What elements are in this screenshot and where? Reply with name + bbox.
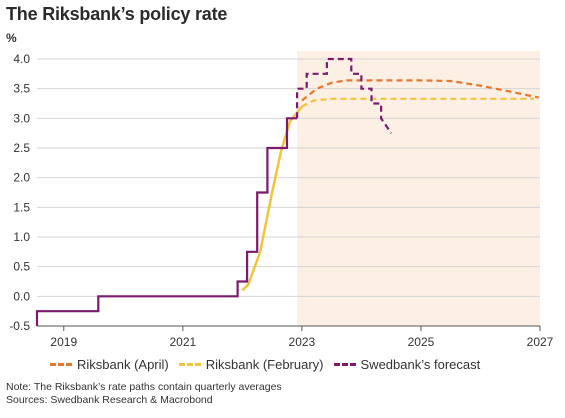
series-february-dashed [301, 97, 534, 108]
y-tick-label: 4.0 [13, 52, 30, 66]
x-tick-label: 2023 [289, 335, 316, 349]
y-tick-label: 2.0 [13, 171, 30, 185]
legend-item-february: Riksbank (February) [178, 357, 324, 372]
note-text: Note: The Riksbank’s rate paths contain … [6, 381, 282, 393]
y-tick-label: 0.5 [13, 260, 30, 274]
chart-footnote: Note: The Riksbank’s rate paths contain … [6, 381, 282, 407]
legend-swatch-april [50, 363, 72, 366]
y-tick-label: -0.5 [9, 319, 30, 333]
series-february-solid [241, 105, 303, 292]
chart-legend: Riksbank (April) Riksbank (February) Swe… [50, 357, 480, 372]
y-tick-label: 2.5 [13, 141, 30, 155]
y-axis-unit: % [6, 31, 17, 45]
series-swedbank [296, 57, 393, 134]
chart-title: The Riksbank’s policy rate [6, 4, 228, 24]
x-tick-label: 2025 [408, 335, 435, 349]
x-tick-label: 2027 [527, 335, 554, 349]
legend-label-april: Riksbank (April) [77, 357, 169, 372]
legend-label-swedbank: Swedbank’s forecast [360, 357, 481, 372]
y-tick-label: 1.5 [13, 200, 30, 214]
series-actual [35, 117, 298, 326]
x-tick-label: 2021 [169, 335, 196, 349]
x-tick-label: 2019 [50, 335, 77, 349]
y-tick-label: 1.0 [13, 230, 30, 244]
sources-text: Sources: Swedbank Research & Macrobond [6, 394, 213, 406]
y-tick-label: 3.5 [13, 82, 30, 96]
legend-swatch-february [178, 363, 201, 366]
legend-swatch-swedbank [333, 363, 356, 366]
legend-item-swedbank: Swedbank’s forecast [333, 357, 481, 372]
forecast-shading [297, 51, 540, 326]
legend-label-february: Riksbank (February) [205, 357, 324, 372]
y-tick-label: 3.0 [13, 111, 30, 125]
legend-item-april: Riksbank (April) [50, 357, 169, 372]
y-tick-label: 0.0 [13, 289, 30, 303]
series-april [301, 79, 540, 102]
